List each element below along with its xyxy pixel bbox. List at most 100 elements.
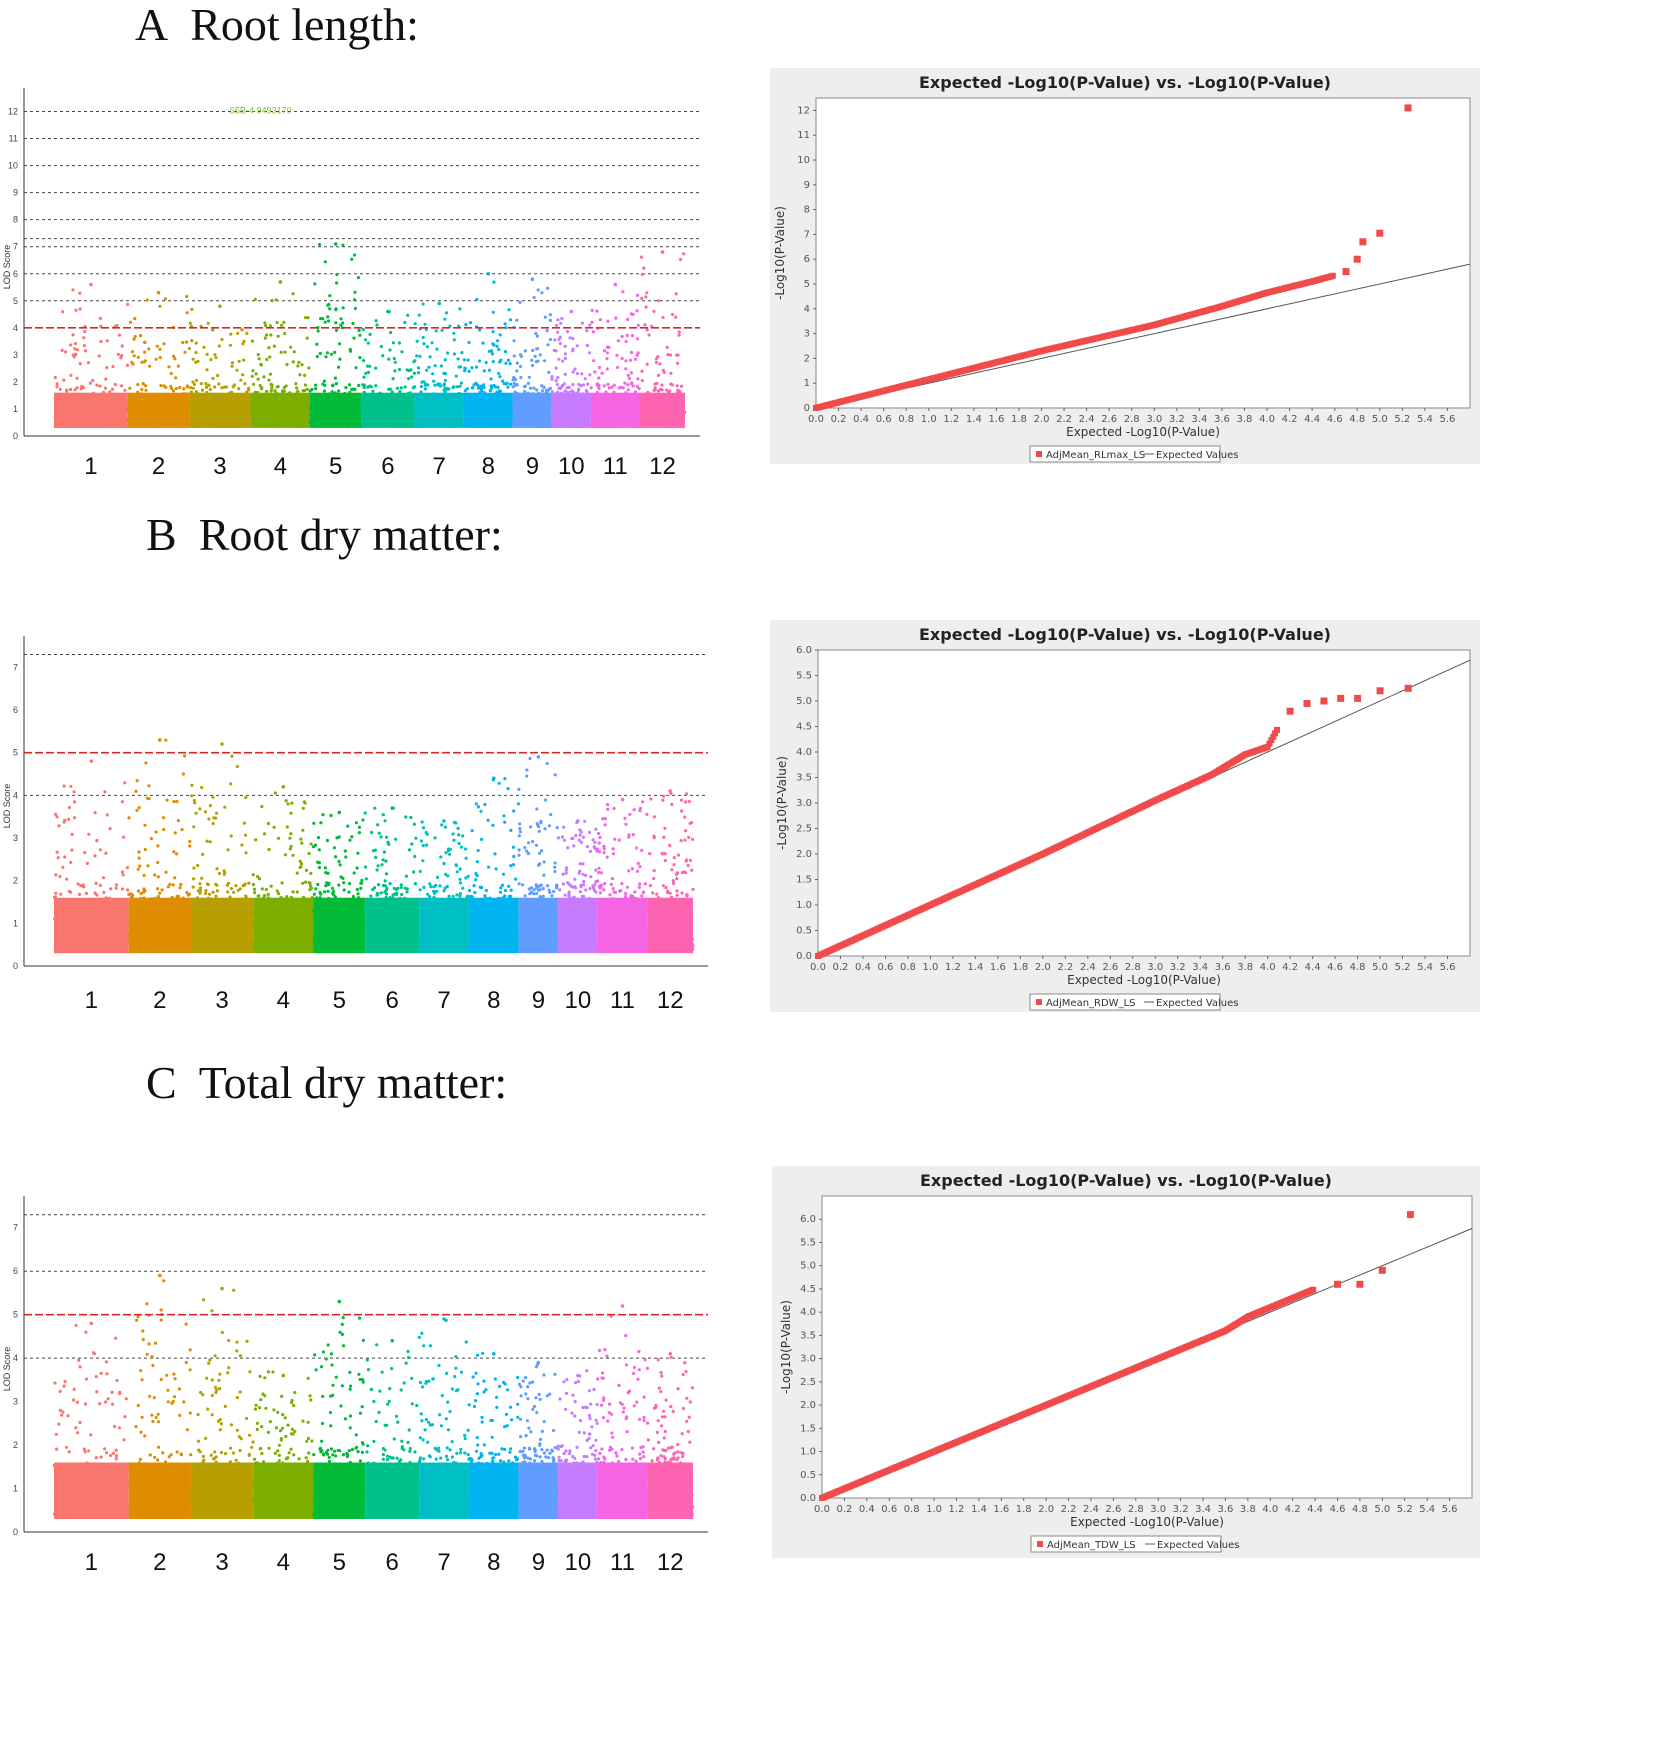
snp-point [685, 893, 689, 897]
snp-point [307, 366, 311, 370]
snp-point [571, 370, 575, 374]
snp-point [570, 389, 574, 393]
snp-point [594, 890, 598, 894]
snp-point [442, 861, 446, 866]
snp-point [204, 888, 208, 893]
snp-point [412, 371, 416, 375]
snp-point [511, 378, 515, 382]
snp-point [679, 839, 683, 843]
snp-point [518, 827, 522, 831]
snp-point [410, 375, 414, 379]
peak-snp-point [437, 301, 442, 306]
x-tick-label: 2.6 [1101, 414, 1117, 425]
snp-point [518, 364, 523, 369]
snp-point [448, 852, 452, 856]
x-tick-label: 5.0 [1372, 414, 1388, 425]
snp-point [120, 800, 124, 804]
snp-point [626, 317, 630, 321]
snp-point [69, 343, 73, 347]
snp-point [362, 386, 366, 390]
snp-point [438, 884, 442, 888]
observed-points [813, 104, 1412, 411]
snp-point [413, 854, 417, 859]
snp-point [679, 257, 683, 262]
snp-point [580, 372, 584, 376]
snp-point [301, 806, 305, 810]
snp-point [547, 387, 551, 392]
snp-point [446, 849, 450, 853]
snp-point [501, 379, 505, 383]
snp-point [317, 865, 322, 870]
snp-point [483, 802, 487, 807]
snp-point [523, 384, 527, 388]
snp-point [577, 838, 581, 842]
snp-point [222, 869, 226, 873]
snp-point [348, 349, 353, 353]
snp-point [208, 387, 212, 392]
x-tick-label: 5.2 [1394, 414, 1410, 425]
snp-point [128, 320, 133, 324]
snp-point [121, 873, 125, 877]
snp-point [130, 360, 134, 364]
snp-point [590, 320, 594, 324]
snp-point [289, 811, 293, 815]
snp-point [558, 387, 562, 391]
snp-point [614, 316, 618, 320]
snp-point [323, 866, 327, 870]
snp-point [67, 817, 71, 821]
snp-point [315, 342, 319, 346]
y-tick-label: 8 [804, 205, 810, 216]
snp-point [360, 881, 364, 885]
chromosome-label: 3 [213, 453, 226, 480]
snp-point [323, 260, 327, 264]
qq-plot-a: Expected -Log10(P-Value) vs. -Log10(P-Va… [770, 68, 1480, 464]
snp-point [136, 355, 140, 359]
snp-point [439, 855, 443, 859]
snp-point [187, 346, 191, 351]
snp-point [53, 376, 57, 380]
snp-point [642, 266, 646, 270]
snp-point [588, 849, 593, 853]
snp-point [627, 376, 632, 380]
y-tick-label: 3 [13, 833, 18, 843]
snp-point [675, 871, 680, 875]
snp-point [226, 848, 230, 852]
x-tick-label: 0.2 [833, 962, 849, 973]
snp-point [462, 358, 466, 362]
snp-point [658, 362, 662, 366]
snp-point [158, 304, 162, 308]
snp-point [525, 849, 529, 853]
chromosome-band [189, 392, 251, 428]
snp-point [357, 831, 361, 835]
snp-point [209, 358, 213, 362]
snp-point [272, 825, 276, 829]
snp-point [326, 871, 330, 875]
y-tick-label: 2.5 [796, 824, 812, 835]
snp-point [391, 377, 395, 381]
snp-point [509, 382, 513, 386]
snp-point [620, 882, 624, 886]
snp-point [338, 357, 342, 361]
y-axis-label: LOD Score [2, 784, 12, 829]
snp-point [143, 848, 147, 852]
y-tick-label: 4.0 [796, 747, 812, 758]
snp-point [98, 316, 102, 320]
snp-point [205, 839, 209, 843]
snp-point [204, 891, 208, 895]
snp-point [690, 868, 694, 872]
snp-point [629, 894, 633, 898]
snp-point [474, 381, 478, 385]
snp-point [470, 829, 474, 833]
snp-point [323, 320, 327, 324]
snp-point [60, 348, 64, 352]
snp-point [82, 344, 86, 348]
snp-point [334, 382, 338, 386]
snp-point [677, 333, 681, 337]
snp-point [262, 832, 267, 836]
snp-point [420, 820, 424, 824]
snp-point [69, 784, 73, 788]
snp-point [683, 838, 687, 842]
snp-point [455, 870, 459, 874]
snp-point [266, 892, 270, 896]
